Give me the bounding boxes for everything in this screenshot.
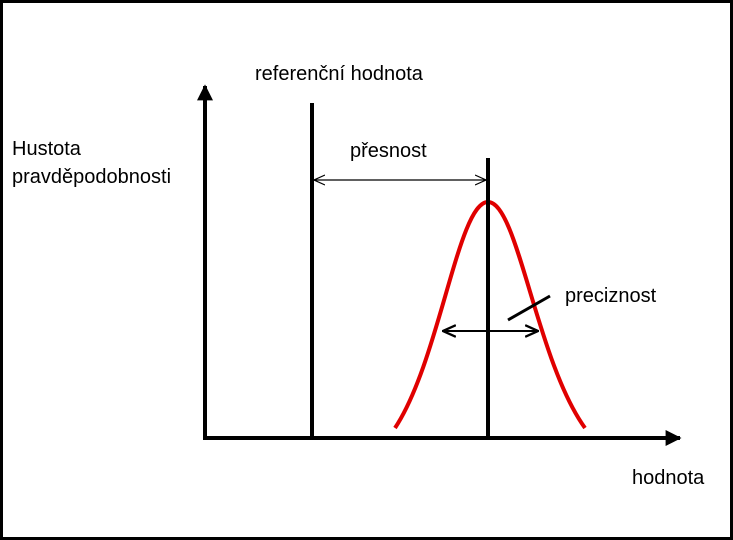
precision-pointer (507, 294, 551, 322)
precision-label: preciznost (565, 285, 657, 307)
y-axis-label: pravděpodobnosti (12, 166, 171, 188)
y-axis-label: Hustota (12, 138, 82, 160)
accuracy-label: přesnost (350, 140, 427, 162)
x-axis-label: hodnota (632, 467, 705, 489)
reference-label: referenční hodnota (255, 63, 424, 85)
